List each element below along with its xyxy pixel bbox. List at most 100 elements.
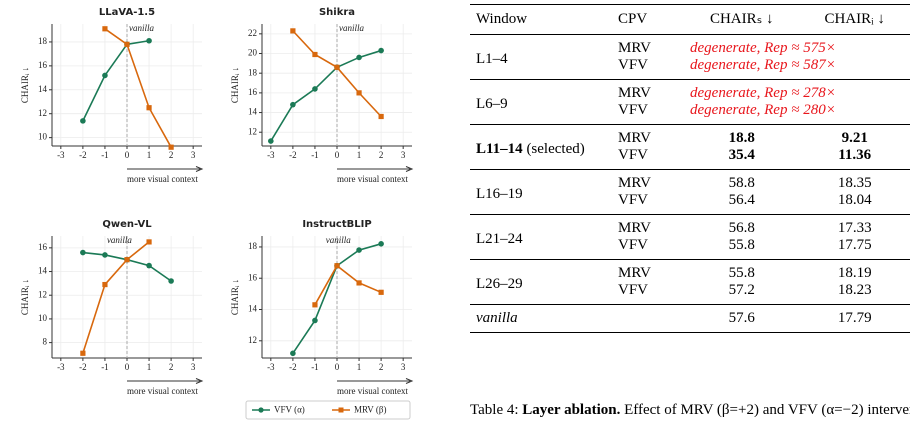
y-tick-label: 18: [248, 67, 258, 77]
x-tick-label: -3: [267, 150, 275, 160]
legend: VFV (α) MRV (β): [245, 400, 411, 420]
window: L6–9: [476, 96, 508, 112]
y-tick-label: 12: [248, 126, 257, 136]
point: [312, 51, 318, 58]
x-tick-label: -1: [311, 362, 319, 372]
chart-title: LLaVA-1.5: [99, 7, 155, 18]
chart-title: InstructBLIP: [302, 219, 371, 230]
window: L16–19: [476, 186, 523, 202]
window-cell: L6–9: [470, 80, 612, 125]
point: [102, 26, 108, 32]
window-cell: L11–14 (selected): [470, 125, 612, 170]
x-tick-label: -1: [101, 362, 109, 372]
degenerate-cell: degenerate, Rep ≈ 575×: [690, 40, 836, 56]
y-tick-label: 16: [38, 60, 48, 70]
x-tick-label: -1: [101, 150, 109, 160]
value-cell: 18.23: [837, 282, 872, 298]
x-tick-label: -2: [289, 150, 297, 160]
point: [356, 247, 362, 253]
window-cell: L16–19: [470, 170, 612, 215]
table-row: VFV 55.8 17.75: [470, 237, 910, 260]
x-tick-label: 1: [147, 150, 152, 160]
point: [290, 28, 296, 34]
header-cell: CHAIRᵢ ↓: [824, 11, 885, 27]
window-note: (selected): [526, 141, 585, 157]
value-cell: 55.8: [728, 265, 755, 281]
annotation: vanilla: [107, 235, 132, 245]
point: [378, 47, 384, 54]
window-cell: L21–24: [470, 215, 612, 260]
point: [124, 257, 130, 263]
x-arrow-head: [195, 378, 204, 384]
window-cell: L1–4: [470, 35, 612, 80]
y-tick-label: 10: [38, 313, 48, 323]
x-tick-label: -2: [79, 362, 87, 372]
cpv-cell: [612, 305, 684, 333]
point: [168, 144, 174, 150]
header-cell: CPV: [618, 11, 648, 27]
legend-marker: [338, 407, 344, 413]
point: [80, 350, 86, 356]
legend-label: VFV (α): [274, 405, 305, 415]
point: [378, 113, 384, 120]
value-cell: 56.8: [728, 220, 755, 236]
y-tick-label: 16: [248, 87, 258, 97]
point: [80, 249, 86, 256]
header-cell: Window: [476, 11, 528, 27]
point: [356, 280, 362, 286]
point: [80, 118, 86, 124]
y-tick-label: 16: [38, 242, 48, 252]
point: [146, 105, 152, 111]
x-tick-label: -2: [289, 362, 297, 372]
y-tick-label: 18: [248, 241, 258, 251]
y-tick-label: 12: [38, 108, 47, 118]
point: [312, 86, 318, 92]
caption-bold: Layer ablation.: [522, 402, 621, 418]
point: [168, 278, 174, 284]
series-line: [270, 49, 382, 142]
value-cell: 9.21: [841, 130, 868, 146]
x-axis-label: more visual context: [337, 174, 408, 184]
x-axis-label: more visual context: [127, 174, 198, 184]
point: [102, 252, 108, 258]
y-tick-label: 14: [248, 107, 258, 117]
table-row: L1–4 MRV degenerate, Rep ≈ 575×: [470, 35, 910, 67]
results-table: Window CPV CHAIRₛ ↓ CHAIRᵢ ↓ L1–4 MRV degenera…: [470, 4, 910, 333]
y-tick-label: 8: [43, 337, 48, 347]
caption-label: Table 4:: [470, 402, 519, 418]
window: L11–14: [476, 141, 523, 157]
x-tick-label: 3: [191, 150, 196, 160]
cpv-cell: VFV: [618, 282, 649, 298]
x-arrow-head: [195, 166, 204, 172]
point: [102, 281, 108, 288]
x-tick-label: 1: [357, 362, 362, 372]
y-tick-label: 10: [38, 132, 48, 142]
value-cell: 58.8: [728, 175, 755, 191]
point: [146, 37, 152, 44]
table-row: L6–9 MRV degenerate, Rep ≈ 278×: [470, 80, 910, 112]
x-tick-label: 2: [379, 362, 384, 372]
y-tick-label: 16: [248, 272, 258, 282]
value-cell: 57.6: [728, 310, 755, 326]
caption: Table 4: Layer ablation. Effect of MRV (…: [470, 400, 910, 429]
cpv-cell: MRV: [618, 85, 651, 101]
x-axis-label: more visual context: [127, 386, 198, 396]
chart-title: Shikra: [319, 7, 355, 18]
point: [312, 302, 318, 308]
value-cell: 18.19: [837, 265, 872, 281]
x-tick-label: 0: [125, 362, 130, 372]
series-line: [314, 264, 382, 306]
y-tick-label: 14: [248, 304, 258, 314]
table-row: vanilla 57.6 17.79: [470, 305, 910, 333]
point: [102, 72, 108, 79]
legend-marker: [258, 407, 264, 413]
header-row: Window CPV CHAIRₛ ↓ CHAIRᵢ ↓: [470, 4, 910, 35]
y-axis-label: CHAIRᵢ ↓: [20, 67, 30, 103]
value-cell: 56.4: [728, 192, 755, 208]
annotation: vanilla: [339, 23, 364, 33]
x-tick-label: 1: [357, 150, 362, 160]
table-row: VFV degenerate, Rep ≈ 280×: [470, 102, 910, 125]
value-cell: 18.8: [728, 130, 755, 146]
cpv-cell: MRV: [618, 265, 651, 281]
